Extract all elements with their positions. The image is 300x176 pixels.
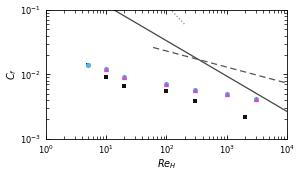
Point — [122, 76, 127, 79]
Point — [164, 83, 169, 86]
Point — [104, 68, 109, 71]
Point — [85, 64, 90, 66]
X-axis label: Re$_{H}$: Re$_{H}$ — [157, 157, 176, 171]
Point — [224, 92, 229, 95]
Point — [164, 83, 169, 86]
Point — [253, 97, 258, 100]
Point — [193, 88, 198, 91]
Point — [224, 92, 229, 95]
Point — [164, 90, 169, 92]
Point — [122, 85, 127, 88]
Point — [193, 100, 198, 103]
Point — [242, 115, 247, 118]
Point — [104, 76, 109, 79]
Point — [104, 68, 109, 71]
Point — [193, 88, 198, 91]
Y-axis label: $C_f$: $C_f$ — [5, 68, 19, 80]
Point — [85, 64, 90, 66]
Point — [122, 76, 127, 79]
Point — [253, 97, 258, 100]
